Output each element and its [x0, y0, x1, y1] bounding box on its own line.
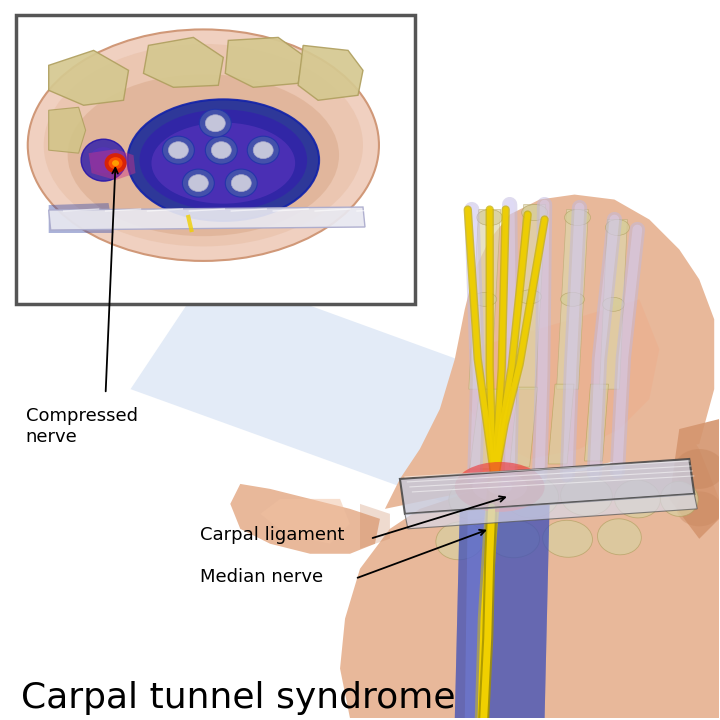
Polygon shape [340, 419, 719, 719]
Polygon shape [670, 419, 719, 539]
Ellipse shape [518, 290, 541, 304]
Ellipse shape [253, 142, 273, 158]
Ellipse shape [675, 449, 720, 489]
Ellipse shape [455, 462, 544, 512]
Ellipse shape [112, 160, 119, 166]
Ellipse shape [151, 122, 295, 204]
Ellipse shape [487, 520, 539, 558]
Polygon shape [405, 494, 697, 528]
Ellipse shape [564, 210, 590, 225]
Polygon shape [548, 384, 574, 464]
Polygon shape [585, 384, 608, 461]
Ellipse shape [561, 476, 613, 516]
Polygon shape [600, 220, 627, 389]
Polygon shape [298, 45, 363, 100]
Ellipse shape [104, 153, 127, 173]
Polygon shape [225, 37, 303, 87]
Ellipse shape [28, 30, 379, 261]
Ellipse shape [473, 292, 497, 306]
Text: Median nerve: Median nerve [200, 567, 323, 585]
Polygon shape [510, 387, 538, 467]
Polygon shape [143, 37, 223, 87]
Ellipse shape [477, 210, 503, 225]
Polygon shape [465, 506, 490, 719]
Ellipse shape [660, 482, 698, 516]
Polygon shape [469, 389, 500, 469]
Ellipse shape [472, 472, 527, 502]
Polygon shape [385, 194, 714, 509]
Polygon shape [513, 204, 546, 389]
Text: Carpal ligament: Carpal ligament [200, 526, 345, 544]
Ellipse shape [606, 220, 629, 235]
Ellipse shape [140, 109, 307, 211]
Ellipse shape [205, 136, 238, 164]
Ellipse shape [212, 142, 231, 158]
Polygon shape [400, 459, 694, 514]
Polygon shape [49, 50, 128, 105]
Text: Compressed
nerve: Compressed nerve [26, 407, 138, 446]
Ellipse shape [614, 480, 660, 518]
Polygon shape [230, 484, 380, 554]
FancyBboxPatch shape [16, 15, 415, 305]
Ellipse shape [603, 297, 624, 311]
Polygon shape [469, 300, 660, 459]
Polygon shape [360, 504, 390, 549]
Ellipse shape [487, 480, 512, 495]
Ellipse shape [109, 157, 122, 169]
Polygon shape [557, 210, 588, 389]
Ellipse shape [199, 109, 231, 138]
Ellipse shape [163, 136, 194, 164]
Ellipse shape [168, 142, 189, 158]
Ellipse shape [81, 139, 126, 181]
Ellipse shape [521, 204, 548, 220]
Ellipse shape [127, 99, 319, 221]
Ellipse shape [68, 74, 339, 236]
Ellipse shape [505, 476, 559, 518]
Polygon shape [469, 210, 500, 389]
Polygon shape [260, 499, 350, 544]
Ellipse shape [89, 147, 117, 173]
Polygon shape [455, 504, 549, 719]
Polygon shape [455, 504, 549, 719]
Ellipse shape [189, 175, 208, 192]
Ellipse shape [436, 522, 484, 559]
Ellipse shape [205, 114, 225, 132]
Polygon shape [49, 203, 114, 233]
Ellipse shape [449, 478, 500, 520]
Polygon shape [49, 107, 86, 153]
Polygon shape [130, 269, 539, 519]
Ellipse shape [225, 169, 257, 197]
Ellipse shape [247, 136, 279, 164]
Ellipse shape [677, 492, 720, 526]
Ellipse shape [543, 521, 593, 557]
Ellipse shape [598, 519, 642, 555]
Polygon shape [89, 149, 135, 180]
Text: Carpal tunnel syndrome: Carpal tunnel syndrome [21, 681, 455, 716]
Ellipse shape [561, 292, 585, 306]
Polygon shape [49, 207, 365, 230]
Ellipse shape [44, 44, 363, 246]
Ellipse shape [182, 169, 215, 197]
Ellipse shape [231, 175, 251, 192]
